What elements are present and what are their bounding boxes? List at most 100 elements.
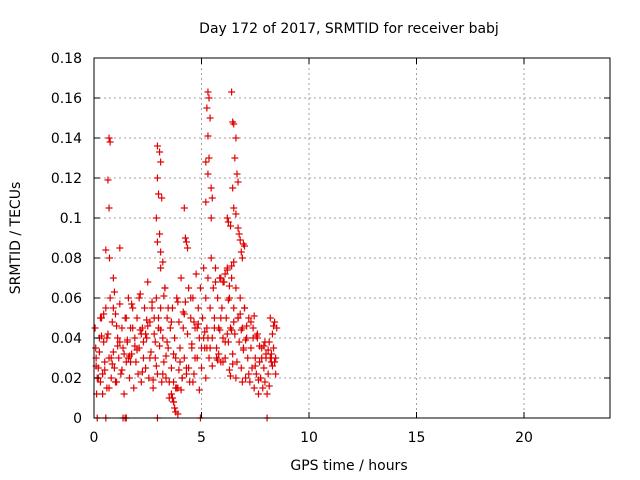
data-point — [242, 374, 250, 382]
y-tick-label: 0.06 — [51, 291, 82, 307]
data-point — [148, 298, 156, 306]
data-point — [230, 120, 238, 128]
data-point — [205, 354, 213, 362]
data-point — [215, 350, 223, 358]
data-point — [170, 398, 178, 406]
data-point — [242, 336, 250, 344]
data-point — [238, 254, 246, 262]
data-point — [232, 284, 240, 292]
data-point — [106, 138, 114, 146]
data-point — [107, 354, 115, 362]
data-point — [108, 318, 116, 326]
data-point — [139, 354, 147, 362]
data-point — [139, 338, 147, 346]
data-point — [258, 354, 266, 362]
data-point — [148, 304, 156, 312]
data-point — [158, 194, 166, 202]
points — [91, 88, 281, 422]
data-point — [192, 270, 200, 278]
data-point — [268, 362, 276, 370]
data-point — [230, 204, 238, 212]
data-point — [200, 264, 208, 272]
x-tick-labels: 0 5 10 15 20 — [90, 430, 533, 446]
data-point — [196, 284, 204, 292]
data-point — [216, 326, 224, 334]
data-point — [174, 410, 182, 418]
data-point — [182, 238, 190, 246]
data-point — [211, 278, 219, 286]
data-point — [167, 318, 175, 326]
data-point — [152, 294, 160, 302]
data-point — [102, 246, 110, 254]
data-point — [180, 204, 188, 212]
data-point — [116, 338, 124, 346]
data-point — [208, 362, 216, 370]
data-point — [266, 314, 274, 322]
data-point — [157, 304, 165, 312]
data-point — [116, 244, 124, 252]
data-point — [164, 304, 172, 312]
data-point — [115, 354, 123, 362]
data-point — [149, 376, 157, 384]
data-point — [199, 314, 207, 322]
data-point — [220, 278, 228, 286]
x-tick-label: 10 — [300, 430, 318, 446]
data-point — [96, 378, 104, 386]
data-point — [117, 370, 125, 378]
data-point — [156, 148, 164, 156]
data-point — [100, 310, 108, 318]
data-point — [110, 288, 118, 296]
data-point — [252, 332, 260, 340]
data-point — [182, 370, 190, 378]
data-point — [129, 324, 137, 332]
data-point — [235, 230, 243, 238]
data-point — [204, 132, 212, 140]
data-point — [264, 370, 272, 378]
data-point — [109, 348, 117, 356]
data-point — [100, 338, 108, 346]
data-point — [223, 214, 231, 222]
data-point — [180, 354, 188, 362]
chart-title: Day 172 of 2017, SRMTID for receiver bab… — [199, 21, 499, 37]
data-point — [218, 304, 226, 312]
data-point — [228, 274, 236, 282]
data-point — [233, 358, 241, 366]
data-point — [153, 238, 161, 246]
data-point — [203, 344, 211, 352]
data-point — [254, 390, 262, 398]
data-point — [236, 294, 244, 302]
data-point — [131, 342, 139, 350]
data-point — [219, 334, 227, 342]
data-point — [145, 374, 153, 382]
data-point — [245, 314, 253, 322]
data-point — [144, 278, 152, 286]
data-point — [234, 224, 242, 232]
data-point — [175, 318, 183, 326]
data-point — [247, 318, 255, 326]
data-point — [251, 362, 259, 370]
data-point — [177, 274, 185, 282]
data-point — [157, 264, 165, 272]
y-tick-label: 0.08 — [51, 251, 82, 267]
data-point — [130, 384, 138, 392]
data-point — [231, 330, 239, 338]
data-point — [238, 378, 246, 386]
data-point — [230, 304, 238, 312]
data-point — [143, 316, 151, 324]
data-point — [187, 314, 195, 322]
data-point — [243, 322, 251, 330]
data-point — [112, 310, 119, 318]
data-point — [133, 346, 141, 354]
data-point — [133, 314, 141, 322]
data-point — [207, 214, 215, 222]
data-point — [177, 386, 185, 394]
data-point — [127, 358, 135, 366]
data-point — [171, 334, 179, 342]
data-point — [155, 190, 162, 198]
data-point — [221, 338, 229, 346]
data-point — [207, 184, 215, 192]
data-point — [175, 366, 183, 374]
data-point — [230, 318, 238, 326]
data-point — [176, 358, 184, 366]
